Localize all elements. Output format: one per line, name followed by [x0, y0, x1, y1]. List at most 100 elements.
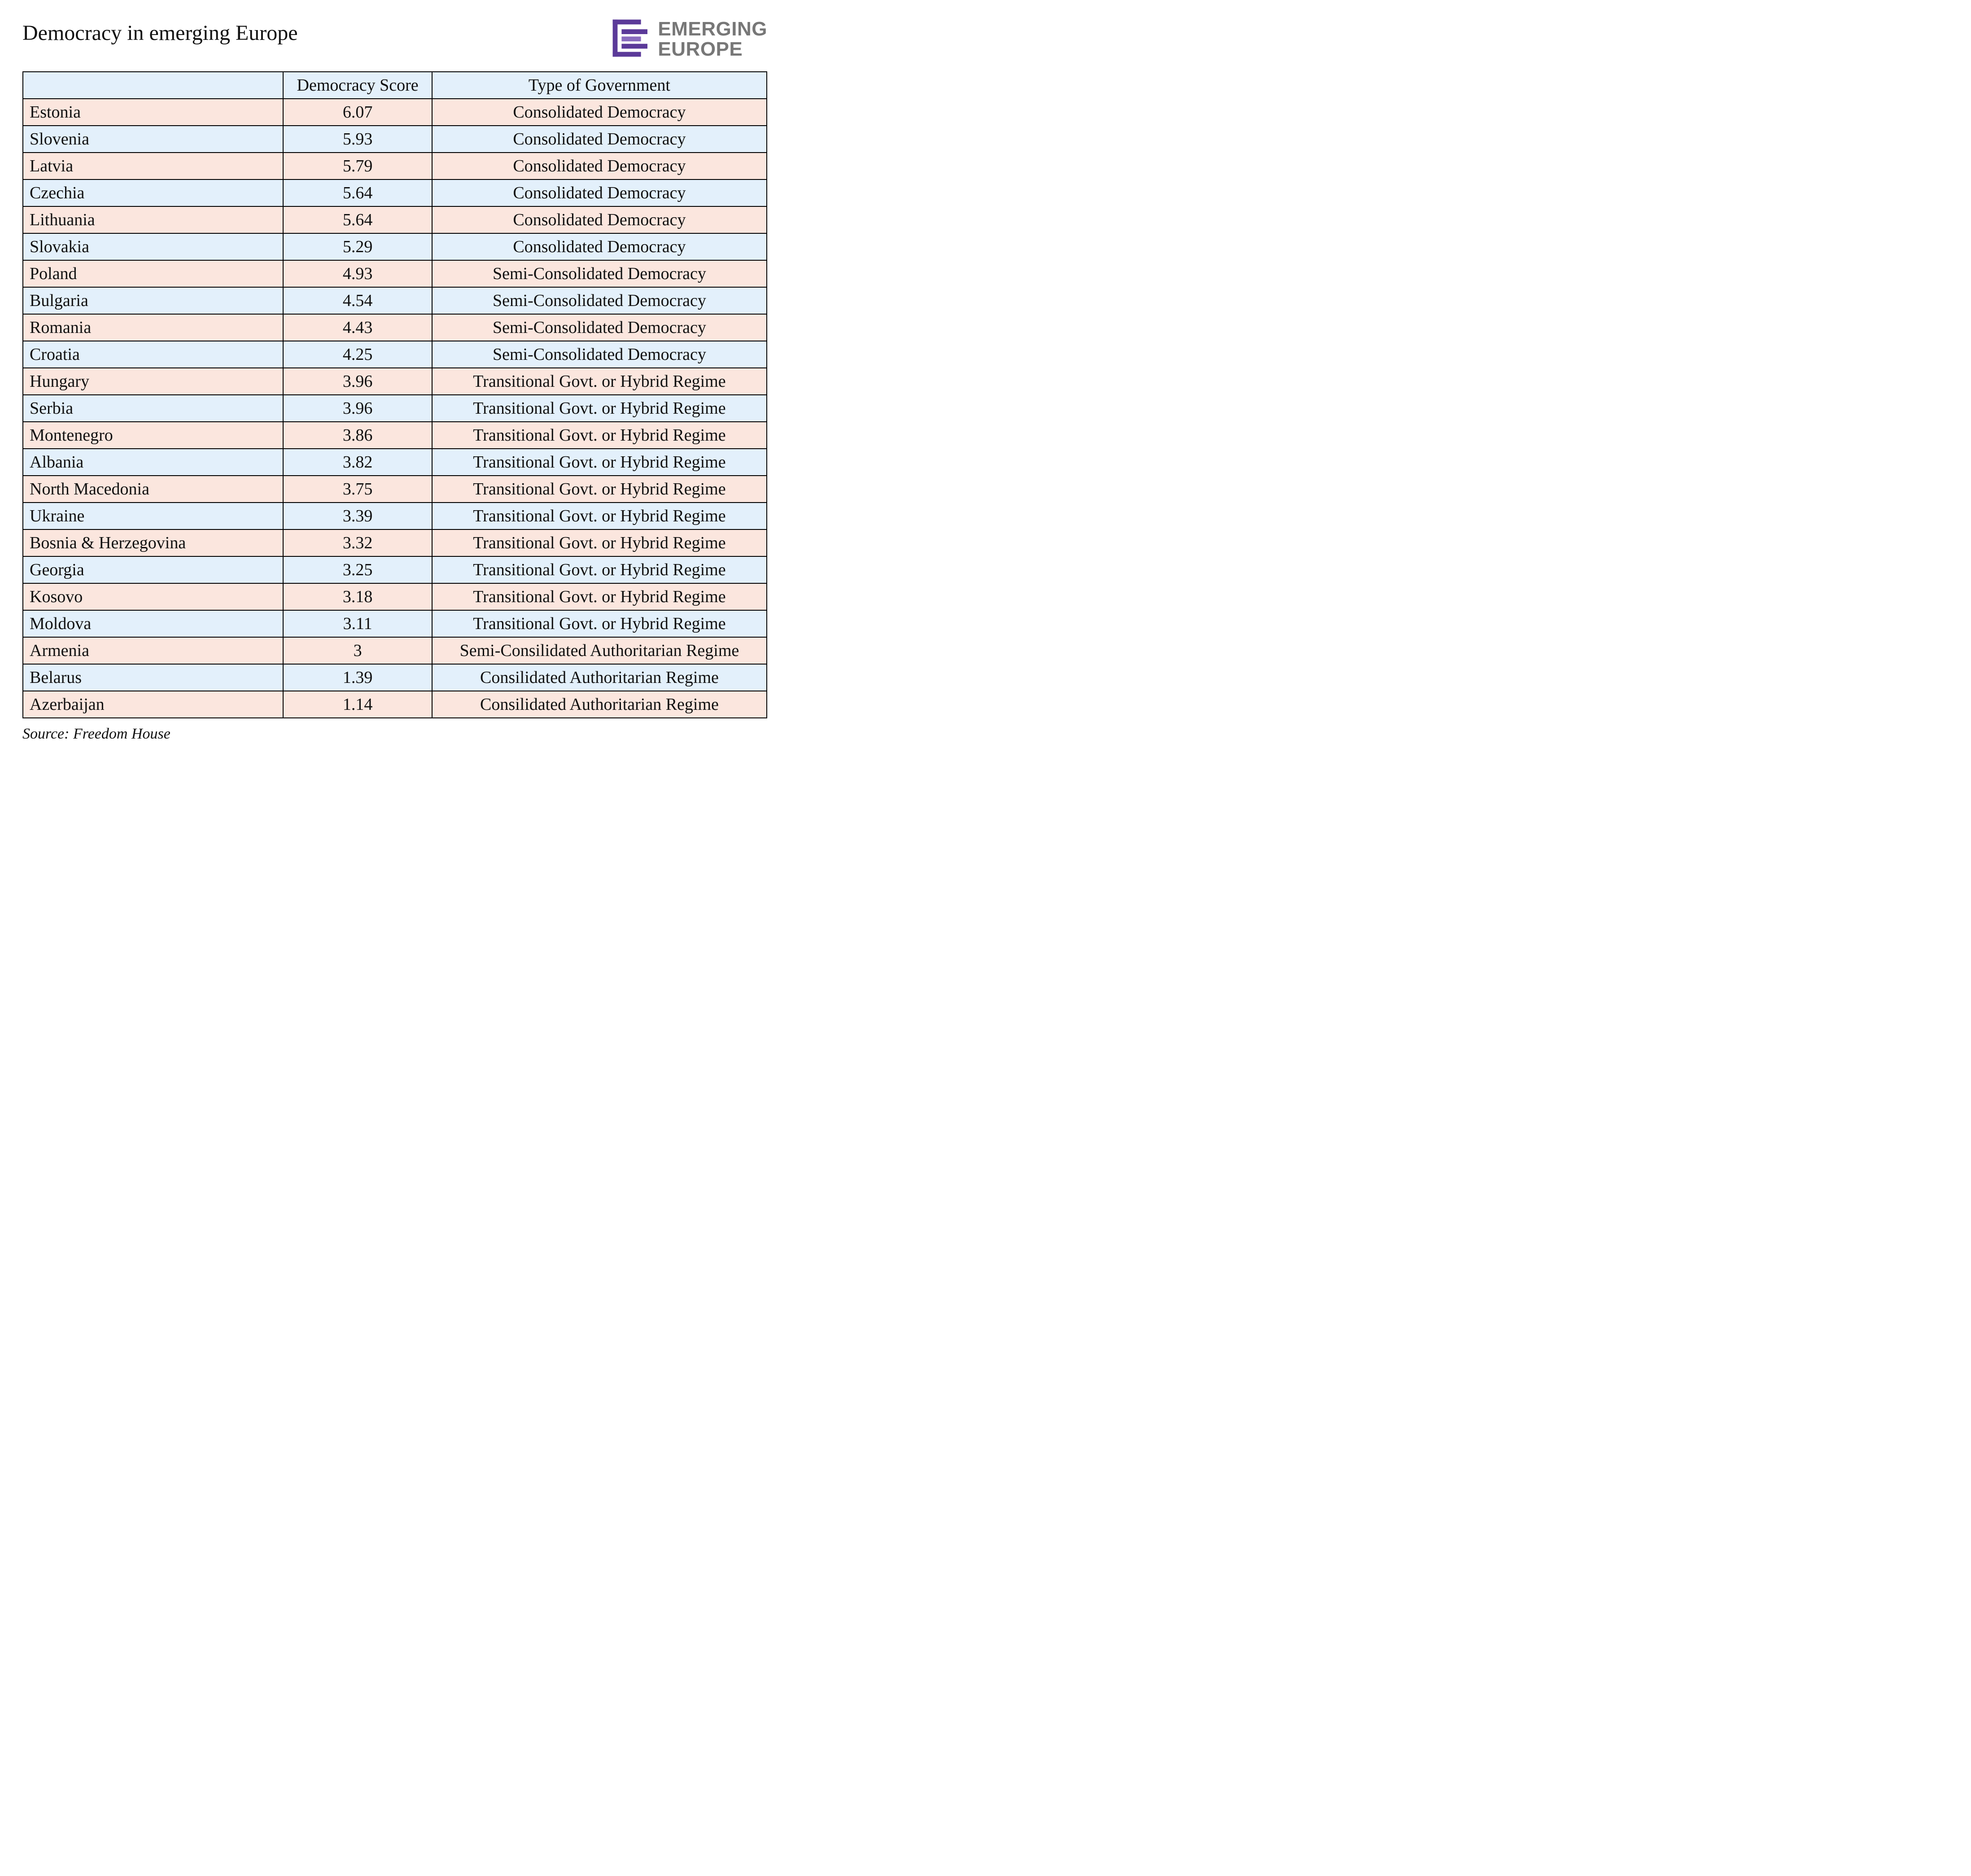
logo-text: EMERGING EUROPE	[658, 19, 767, 60]
table-row: Estonia6.07Consolidated Democracy	[23, 99, 767, 126]
table-row: Lithuania5.64Consolidated Democracy	[23, 206, 767, 233]
cell-country: Georgia	[23, 556, 283, 583]
cell-type: Consolidated Democracy	[432, 233, 767, 260]
cell-score: 3	[283, 637, 432, 664]
cell-type: Transitional Govt. or Hybrid Regime	[432, 449, 767, 476]
cell-country: Ukraine	[23, 503, 283, 529]
democracy-table: Democracy Score Type of Government Eston…	[22, 71, 767, 718]
cell-type: Semi-Consolidated Democracy	[432, 341, 767, 368]
cell-country: Moldova	[23, 610, 283, 637]
cell-type: Consolidated Democracy	[432, 153, 767, 179]
cell-country: Hungary	[23, 368, 283, 395]
cell-score: 3.32	[283, 529, 432, 556]
cell-score: 4.54	[283, 287, 432, 314]
cell-score: 3.25	[283, 556, 432, 583]
cell-score: 3.82	[283, 449, 432, 476]
table-row: Slovenia5.93Consolidated Democracy	[23, 126, 767, 153]
table-row: Poland4.93Semi-Consolidated Democracy	[23, 260, 767, 287]
col-header-blank	[23, 72, 283, 99]
cell-type: Transitional Govt. or Hybrid Regime	[432, 368, 767, 395]
cell-country: Slovenia	[23, 126, 283, 153]
cell-type: Transitional Govt. or Hybrid Regime	[432, 610, 767, 637]
cell-score: 3.39	[283, 503, 432, 529]
cell-country: Estonia	[23, 99, 283, 126]
logo-line-2: EUROPE	[658, 38, 743, 60]
cell-type: Consilidated Authoritarian Regime	[432, 691, 767, 718]
col-header-score: Democracy Score	[283, 72, 432, 99]
cell-score: 3.86	[283, 422, 432, 449]
cell-score: 1.39	[283, 664, 432, 691]
cell-type: Transitional Govt. or Hybrid Regime	[432, 529, 767, 556]
cell-type: Consolidated Democracy	[432, 179, 767, 206]
table-row: North Macedonia3.75Transitional Govt. or…	[23, 476, 767, 503]
table-row: Latvia5.79Consolidated Democracy	[23, 153, 767, 179]
cell-score: 3.75	[283, 476, 432, 503]
table-row: Romania4.43Semi-Consolidated Democracy	[23, 314, 767, 341]
table-row: Armenia3Semi-Consilidated Authoritarian …	[23, 637, 767, 664]
cell-score: 3.18	[283, 583, 432, 610]
table-row: Bulgaria4.54Semi-Consolidated Democracy	[23, 287, 767, 314]
cell-type: Transitional Govt. or Hybrid Regime	[432, 556, 767, 583]
cell-score: 1.14	[283, 691, 432, 718]
cell-type: Semi-Consilidated Authoritarian Regime	[432, 637, 767, 664]
cell-country: Bulgaria	[23, 287, 283, 314]
cell-type: Consolidated Democracy	[432, 206, 767, 233]
cell-country: Albania	[23, 449, 283, 476]
cell-country: Armenia	[23, 637, 283, 664]
cell-score: 4.43	[283, 314, 432, 341]
table-row: Azerbaijan1.14Consilidated Authoritarian…	[23, 691, 767, 718]
cell-score: 4.93	[283, 260, 432, 287]
table-row: Ukraine3.39Transitional Govt. or Hybrid …	[23, 503, 767, 529]
cell-country: Croatia	[23, 341, 283, 368]
cell-score: 3.96	[283, 395, 432, 422]
cell-score: 3.96	[283, 368, 432, 395]
cell-type: Transitional Govt. or Hybrid Regime	[432, 476, 767, 503]
cell-country: Lithuania	[23, 206, 283, 233]
table-row: Moldova3.11Transitional Govt. or Hybrid …	[23, 610, 767, 637]
table-row: Bosnia & Herzegovina3.32Transitional Gov…	[23, 529, 767, 556]
cell-type: Consolidated Democracy	[432, 126, 767, 153]
cell-type: Transitional Govt. or Hybrid Regime	[432, 395, 767, 422]
cell-type: Transitional Govt. or Hybrid Regime	[432, 583, 767, 610]
cell-score: 5.64	[283, 179, 432, 206]
cell-score: 5.29	[283, 233, 432, 260]
cell-type: Consolidated Democracy	[432, 99, 767, 126]
header: Democracy in emerging Europe EMERGING EU…	[22, 18, 767, 61]
cell-country: Serbia	[23, 395, 283, 422]
cell-country: Poland	[23, 260, 283, 287]
table-row: Montenegro3.86Transitional Govt. or Hybr…	[23, 422, 767, 449]
cell-country: Czechia	[23, 179, 283, 206]
cell-score: 6.07	[283, 99, 432, 126]
cell-score: 4.25	[283, 341, 432, 368]
cell-country: Slovakia	[23, 233, 283, 260]
table-row: Albania3.82Transitional Govt. or Hybrid …	[23, 449, 767, 476]
table-row: Georgia3.25Transitional Govt. or Hybrid …	[23, 556, 767, 583]
cell-country: Romania	[23, 314, 283, 341]
table-row: Serbia3.96Transitional Govt. or Hybrid R…	[23, 395, 767, 422]
cell-country: Belarus	[23, 664, 283, 691]
page-title: Democracy in emerging Europe	[22, 21, 298, 45]
cell-type: Transitional Govt. or Hybrid Regime	[432, 422, 767, 449]
table-row: Croatia4.25Semi-Consolidated Democracy	[23, 341, 767, 368]
table-row: Kosovo3.18Transitional Govt. or Hybrid R…	[23, 583, 767, 610]
logo-line-1: EMERGING	[658, 18, 767, 40]
cell-country: North Macedonia	[23, 476, 283, 503]
cell-country: Latvia	[23, 153, 283, 179]
cell-type: Transitional Govt. or Hybrid Regime	[432, 503, 767, 529]
table-head: Democracy Score Type of Government	[23, 72, 767, 99]
cell-score: 5.64	[283, 206, 432, 233]
cell-score: 3.11	[283, 610, 432, 637]
table-body: Estonia6.07Consolidated DemocracySloveni…	[23, 99, 767, 718]
cell-country: Azerbaijan	[23, 691, 283, 718]
cell-type: Semi-Consolidated Democracy	[432, 287, 767, 314]
cell-score: 5.79	[283, 153, 432, 179]
cell-country: Kosovo	[23, 583, 283, 610]
col-header-type: Type of Government	[432, 72, 767, 99]
table-header-row: Democracy Score Type of Government	[23, 72, 767, 99]
table-row: Hungary3.96Transitional Govt. or Hybrid …	[23, 368, 767, 395]
cell-country: Montenegro	[23, 422, 283, 449]
source-label: Source: Freedom House	[22, 726, 767, 743]
table-row: Belarus1.39Consilidated Authoritarian Re…	[23, 664, 767, 691]
cell-country: Bosnia & Herzegovina	[23, 529, 283, 556]
cell-type: Semi-Consolidated Democracy	[432, 314, 767, 341]
